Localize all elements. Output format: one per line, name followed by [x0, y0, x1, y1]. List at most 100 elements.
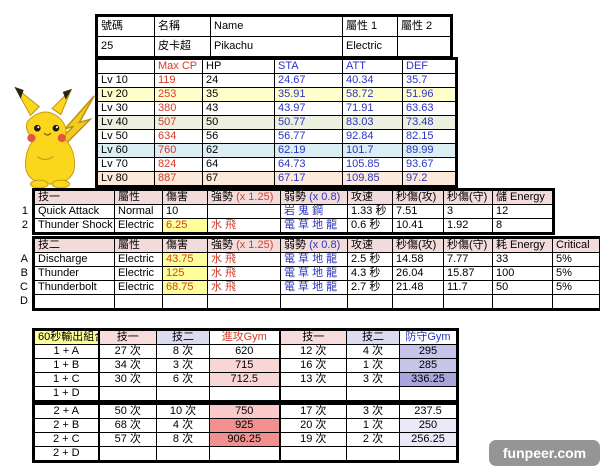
cell: [346, 446, 400, 461]
cell: 20 次: [278, 418, 347, 433]
combo-header-row: 60秒輸出組合 技一 技二 進攻Gym 技一 技二 防守Gym: [34, 330, 457, 345]
cell: 8: [492, 218, 553, 233]
cell: 27 次: [97, 344, 157, 359]
cell: 1 + D: [34, 386, 99, 401]
cell: 8 次: [156, 344, 210, 359]
cell: 秒傷(守): [443, 238, 493, 253]
cell: [552, 294, 600, 309]
cell: 強勢 (x 1.25): [207, 238, 281, 253]
cell: Normal: [114, 204, 163, 219]
cell: [97, 446, 157, 461]
table-row: Lv 40 507 50 50.77 83.03 73.48: [97, 115, 456, 130]
cell: 68.75: [162, 280, 208, 295]
cell: 30 次: [97, 372, 157, 387]
cell: 技一: [278, 330, 347, 345]
cell: Name: [210, 16, 343, 37]
cell: 50 次: [97, 404, 157, 419]
charge-move-row-label: B: [20, 267, 28, 279]
cell: Thunder Shock: [34, 218, 115, 233]
cell: 1 + C: [34, 372, 99, 387]
cell: 傷害: [162, 190, 208, 205]
cell: 634: [154, 129, 203, 144]
cell: 技二: [34, 238, 115, 253]
cell: 35.7: [402, 73, 456, 88]
cell: Pikachu: [210, 36, 343, 57]
table-row: Thunder Shock Electric 6.25 水 飛電 草 地 龍 0.6 秒…: [34, 218, 553, 233]
pikachu-image: [4, 82, 102, 197]
cell: 67: [202, 171, 275, 186]
charge-move-row-label: D: [20, 295, 28, 307]
cell: [280, 294, 348, 309]
cell: 256.25: [399, 432, 457, 447]
cell: 92.84: [342, 129, 403, 144]
cell: 14.58: [392, 252, 444, 267]
cell: 耗 Energy: [492, 238, 553, 253]
cell: 380: [154, 101, 203, 116]
cell: [207, 204, 281, 219]
cell: 技一: [97, 330, 157, 345]
cell: STA: [274, 59, 343, 74]
stats-header-row: Max CP HP STA ATT DEF: [97, 59, 456, 74]
cell: 295: [399, 344, 457, 359]
cell: 64: [202, 157, 275, 172]
cell: [97, 59, 155, 74]
charge-moves-table: 技二 屬性 傷害 強勢 (x 1.25) 弱勢 (x 0.8) 攻速 秒傷(攻)…: [32, 236, 600, 311]
cell: 16 次: [278, 358, 347, 373]
cell: [209, 386, 280, 401]
cell: 50.77: [274, 115, 343, 130]
cell: 2.5 秒: [347, 252, 393, 267]
charge-move-row-label: A: [20, 253, 28, 265]
cell: 119: [154, 73, 203, 88]
cell: Lv 40: [97, 115, 155, 130]
cell: 12 次: [278, 344, 347, 359]
table-row: Discharge Electric 43.75 水 飛電 草 地 龍 2.5 秒 14.…: [34, 252, 600, 267]
table-row: 1 + D: [34, 386, 457, 401]
cell: 傷害: [162, 238, 208, 253]
cell: [492, 294, 553, 309]
table-row: Quick Attack Normal 10 岩 鬼 鋼 1.33 秒 7.51 3 12: [34, 204, 553, 219]
cell: 63.63: [402, 101, 456, 116]
cell: 82.15: [402, 129, 456, 144]
cell: 17 次: [278, 404, 347, 419]
cell: 2.7 秒: [347, 280, 393, 295]
info-header-row: 號碼 名稱 Name 屬性 1 屬性 2: [97, 16, 451, 37]
cell: 攻速: [347, 190, 393, 205]
cell: [399, 446, 457, 461]
cell: 89.99: [402, 143, 456, 158]
cell: [347, 294, 393, 309]
cell: 弱勢 (x 0.8): [280, 238, 348, 253]
cell: [278, 386, 347, 401]
cell: 750: [209, 404, 280, 419]
cell: 強勢 (x 1.25): [207, 190, 281, 205]
cell: 33: [492, 252, 553, 267]
cell: 1 + B: [34, 358, 99, 373]
cell: 1.92: [443, 218, 493, 233]
watermark: funpeer.com: [489, 440, 600, 466]
cell: 906.25: [209, 432, 280, 447]
cell: 7.77: [443, 252, 493, 267]
table-row: Lv 70 824 64 64.73 105.85 93.67: [97, 157, 456, 172]
cell: 2 + C: [34, 432, 99, 447]
cell: [346, 386, 400, 401]
cell: 3 次: [346, 404, 400, 419]
cell: 887: [154, 171, 203, 186]
cell: 83.03: [342, 115, 403, 130]
cell: 電 草 地 龍: [280, 252, 348, 267]
cell: Lv 60: [97, 143, 155, 158]
cell: 3 次: [346, 372, 400, 387]
cell: 15.87: [443, 266, 493, 281]
cell: [397, 36, 451, 57]
cell: 105.85: [342, 157, 403, 172]
cell: [207, 294, 281, 309]
fast-move-row-label: 2: [21, 219, 28, 231]
cell: 101.7: [342, 143, 403, 158]
cell: 1 次: [346, 358, 400, 373]
fast-moves-table: 技一 屬性 傷害 強勢 (x 1.25) 弱勢 (x 0.8) 攻速 秒傷(攻)…: [32, 188, 555, 235]
cell: Lv 30: [97, 101, 155, 116]
cell: 56.77: [274, 129, 343, 144]
cell: 25: [97, 36, 155, 57]
cell: 760: [154, 143, 203, 158]
